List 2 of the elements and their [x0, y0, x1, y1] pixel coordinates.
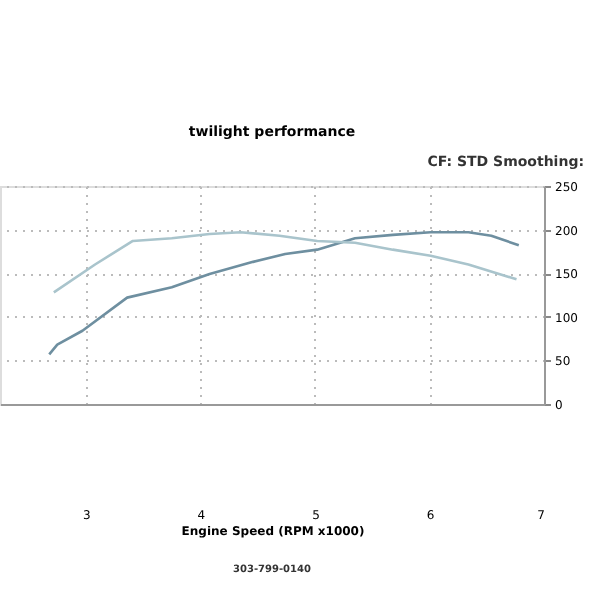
line-series	[47, 230, 521, 356]
line-series	[52, 230, 518, 294]
